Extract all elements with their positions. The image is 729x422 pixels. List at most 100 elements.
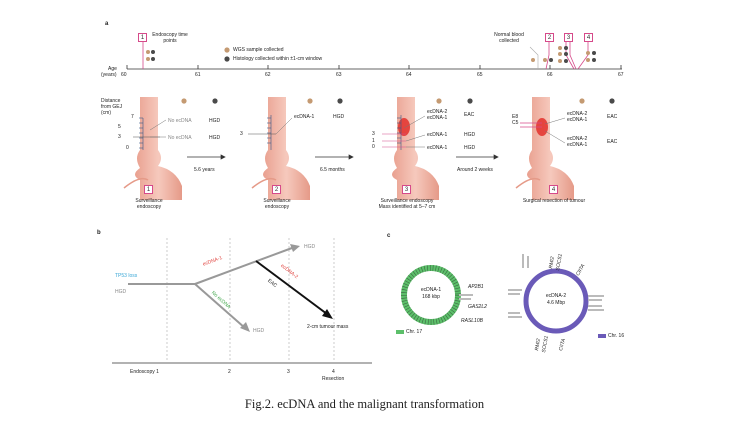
age-tick-66: 66 xyxy=(547,72,553,78)
x-tick-resection: Resection xyxy=(322,376,345,382)
x-tick-2: 2 xyxy=(228,369,231,375)
stage3-marker: 3 xyxy=(402,185,411,194)
distance-label-3: (cm) xyxy=(101,110,111,116)
age-tick-63: 63 xyxy=(336,72,342,78)
legend-histology-dot xyxy=(224,56,230,62)
branch-ecdna2 xyxy=(255,260,328,315)
chr16-legend-label: Chr. 16 xyxy=(608,333,625,339)
tp53-loss-label: TP53 loss xyxy=(115,273,138,279)
panel-b-label: b xyxy=(97,230,101,236)
stage3-row3-histology: HGD xyxy=(464,145,476,151)
ecdna2-name: ecDNA-2 xyxy=(545,293,567,299)
start-state-label: HGD xyxy=(115,289,127,295)
ruler-1 xyxy=(133,117,160,150)
normal-blood-stem xyxy=(529,46,539,69)
interval-1: 5.6 years xyxy=(194,167,215,173)
scale-label: 3 xyxy=(240,131,243,137)
x-tick-4: 4 xyxy=(332,369,335,375)
scale-label: E8 xyxy=(512,114,519,120)
distance-label-2: from GEJ xyxy=(101,104,123,110)
age-axis-label-line2: (years) xyxy=(101,72,117,78)
scale-label: 3 xyxy=(372,131,375,137)
stage3-row1-ecdna2: ecDNA-2 xyxy=(427,109,448,115)
timepoint-3-dots xyxy=(558,46,568,63)
stage2-marker: 2 xyxy=(272,185,281,194)
ecdna2-ring xyxy=(523,268,589,334)
legend-wgs-dot xyxy=(224,47,230,53)
ruler-2 xyxy=(248,115,276,150)
age-tick-60: 60 xyxy=(121,72,127,78)
distance-label-1: Distance xyxy=(101,98,121,104)
scale-label: 0 xyxy=(126,145,129,151)
panel-c-label: c xyxy=(387,233,391,239)
timepoint-marker-4: 4 xyxy=(584,33,593,42)
interval-2: 6.5 months xyxy=(320,167,345,173)
stage4-row1-ecdna2: ecDNA-2 xyxy=(567,111,588,117)
timepoint-marker-3: 3 xyxy=(564,33,573,42)
panel-a-label: a xyxy=(105,21,109,27)
stage4-row2-ecdna2: ecDNA-2 xyxy=(567,136,588,142)
legend-endoscopy-time-points: Endoscopy time points xyxy=(152,32,188,44)
scale-label: 3 xyxy=(118,134,121,140)
stage3-row2-histology: HGD xyxy=(464,132,476,138)
timepoint-2-dots xyxy=(543,58,553,62)
stage4-row2-histology: EAC xyxy=(607,139,618,145)
minor-gene-labels xyxy=(459,254,604,318)
age-tick-61: 61 xyxy=(195,72,201,78)
timepoint-4-dots xyxy=(586,51,596,62)
chr17-legend-swatch xyxy=(396,330,404,334)
timepoint-4-stem xyxy=(577,42,589,70)
stage4-row2-ecdna1: ecDNA-1 xyxy=(567,142,588,148)
scale-label: 0 xyxy=(372,144,375,150)
interval-3: Around 2 weeks xyxy=(457,167,493,173)
x-tick-endoscopy-1: Endoscopy 1 xyxy=(130,369,159,375)
stage2-row1-ecdna: ecDNA-1 xyxy=(294,114,315,120)
ruler-3 xyxy=(382,115,406,150)
stage1-subtitle: endoscopy xyxy=(136,204,162,210)
normal-blood-dot xyxy=(531,58,535,62)
legend-wgs-label: WGS sample collected xyxy=(233,47,284,53)
stage4-title: Surgical resection of tumour xyxy=(522,198,586,204)
endpoint-upper-hgd: HGD xyxy=(304,244,316,250)
esophagus-1 xyxy=(123,97,182,200)
timepoint-marker-1: 1 xyxy=(138,33,147,42)
gene-rasl10b: RASL10B xyxy=(461,318,483,324)
stage3-subtitle: Mass identified at 5–7 cm xyxy=(378,204,436,210)
figure-caption: Fig.2. ecDNA and the malignant transform… xyxy=(244,397,485,411)
esophagus-4 xyxy=(515,97,574,200)
age-axis-ticks xyxy=(126,65,622,69)
chr17-legend-label: Chr. 17 xyxy=(406,329,423,335)
legend-histology-label: Histology collected within ±1-cm window xyxy=(233,56,323,62)
stage1-row2-ecdna: No ecDNA xyxy=(168,135,192,141)
stage4-row1-ecdna1: ecDNA-1 xyxy=(567,117,588,123)
stage1-marker: 1 xyxy=(144,185,153,194)
scale-label: C5 xyxy=(512,120,519,126)
age-tick-64: 64 xyxy=(406,72,412,78)
esophagus-2 xyxy=(251,97,310,200)
scale-label: 5 xyxy=(118,124,121,130)
gene-gas2l2: GAS2L2 xyxy=(468,304,487,310)
chr16-legend-swatch xyxy=(598,334,606,338)
ecdna1-size: 168 kbp xyxy=(422,294,440,300)
stage4-row1-histology: EAC xyxy=(607,114,618,120)
x-tick-3: 3 xyxy=(287,369,290,375)
stage2-row1-histology: HGD xyxy=(333,114,345,120)
timepoint-2-stem xyxy=(545,42,550,70)
stage4-marker: 4 xyxy=(549,185,558,194)
branch-ecdna1 xyxy=(194,247,293,285)
endpoint-tumour: 2-cm tumour mass xyxy=(307,324,349,330)
legend-normal-blood: Normal blood collected xyxy=(494,32,524,44)
scale-label: 7 xyxy=(131,114,134,120)
scale-label: 1 xyxy=(372,138,375,144)
stage1-row2-histology: HGD xyxy=(209,135,221,141)
stage3-row1-histology: EAC xyxy=(464,112,475,118)
branch-no-ecdna xyxy=(194,283,246,329)
stage3-row1-ecdna1: ecDNA-1 xyxy=(427,115,448,121)
age-tick-65: 65 xyxy=(477,72,483,78)
ruler-4 xyxy=(520,122,542,128)
stage1-row1-histology: HGD xyxy=(209,118,221,124)
stage3-row3-ecdna: ecDNA-1 xyxy=(427,145,448,151)
stage2-title: Surveillance xyxy=(263,198,291,204)
ecdna1-name: ecDNA-1 xyxy=(420,287,442,293)
